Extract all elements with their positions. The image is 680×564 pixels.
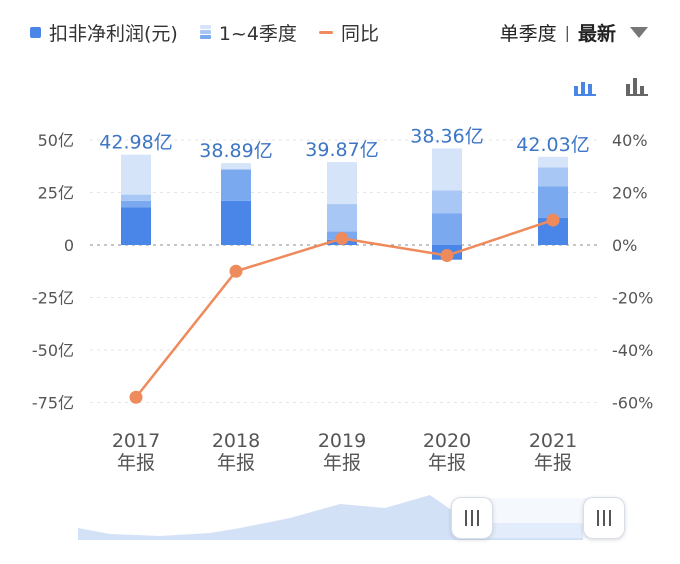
period-selector: 单季度 | 最新 (500, 18, 648, 46)
x-tick-label: 年报 (534, 452, 572, 474)
x-tick-label: 年报 (117, 452, 155, 474)
bar-segment (221, 163, 251, 170)
legend-net-profit-label: 扣非净利润(元) (49, 22, 178, 45)
y-right-tick-label: -20% (612, 289, 653, 308)
yoy-point (546, 213, 560, 227)
yoy-line-swatch-icon (318, 30, 333, 34)
yoy-polyline (135, 218, 554, 399)
legend-quarters-label: 1~4季度 (218, 22, 297, 45)
quarters-swatch-icon (199, 25, 211, 39)
bar-total-label: 42.03亿 (516, 134, 589, 156)
x-tick-label: 2019 (318, 430, 366, 452)
bar-segment (538, 167, 568, 187)
y-left-tick-label: -75亿 (32, 394, 74, 413)
y-left-tick-label: -25亿 (32, 289, 74, 308)
y-right-tick-label: 0% (612, 236, 637, 255)
yoy-point (229, 264, 243, 278)
period-toggle[interactable]: 单季度 (499, 22, 557, 45)
x-tick-label: 年报 (428, 452, 466, 474)
yoy-point (129, 390, 143, 404)
x-tick-label: 2018 (212, 430, 260, 452)
range-navigator[interactable] (78, 495, 603, 540)
legend-yoy-label: 同比 (340, 22, 379, 45)
bar-total-label: 42.98亿 (99, 132, 172, 154)
bar-segment (221, 169, 251, 201)
bar-segment (121, 194, 151, 201)
bar-segment (432, 213, 462, 245)
bar-segment (221, 200, 251, 245)
y-left-tick-label: 0 (64, 236, 74, 255)
bar-segment (432, 190, 462, 214)
bar-total-label: 38.36亿 (410, 125, 483, 147)
yoy-point (440, 249, 454, 262)
y-left-tick-label: 25亿 (38, 184, 74, 203)
y-left-tick-label: 50亿 (38, 131, 74, 150)
x-tick-label: 2017 (112, 430, 160, 452)
bar-total-label: 38.89亿 (199, 140, 272, 162)
y-right-tick-label: 40% (612, 131, 648, 150)
latest-dropdown[interactable]: 最新 (577, 22, 616, 45)
bar-segment (538, 186, 568, 218)
legend-yoy[interactable]: 同比 (318, 19, 379, 46)
bar-segment (538, 156, 568, 168)
yoy-line (129, 213, 560, 404)
bar-total-label: 39.87亿 (305, 139, 378, 161)
x-tick-label: 2020 (423, 430, 471, 452)
range-end-handle[interactable] (583, 497, 625, 539)
y-right-tick-label: 20% (612, 184, 648, 203)
y-left-tick-label: -50亿 (32, 341, 74, 360)
x-tick-label: 年报 (217, 452, 255, 474)
bar-segment (121, 154, 151, 195)
caret-down-icon[interactable] (630, 26, 648, 38)
y-right-tick-label: -60% (612, 394, 653, 413)
bar-segment (327, 204, 357, 232)
range-start-handle[interactable] (451, 497, 493, 539)
axis-labels: 50亿 25亿 0 -25亿 -50亿 -75亿 40% 20% 0% -20% -40% -60% 4… (32, 125, 653, 474)
chart-legend: 扣非净利润(元) 1~4季度 同比 (30, 18, 379, 46)
stacked-bar-chart-icon[interactable] (574, 74, 596, 96)
bar-chart-icon[interactable] (626, 74, 648, 96)
legend-net-profit[interactable]: 扣非净利润(元) (30, 19, 178, 46)
x-tick-label: 2021 (529, 430, 577, 452)
bar-segment (432, 148, 462, 191)
y-right-tick-label: -40% (612, 341, 653, 360)
chart-type-switcher (574, 74, 648, 96)
x-tick-label: 年报 (323, 452, 361, 474)
navigator-selection (471, 498, 603, 538)
net-profit-swatch-icon (30, 26, 41, 38)
bar-segment (327, 162, 357, 205)
legend-quarters[interactable]: 1~4季度 (199, 19, 297, 46)
bar-segment (121, 200, 151, 208)
controls-separator: | (564, 22, 570, 42)
bar-segment (121, 207, 151, 245)
yoy-point (335, 231, 349, 245)
